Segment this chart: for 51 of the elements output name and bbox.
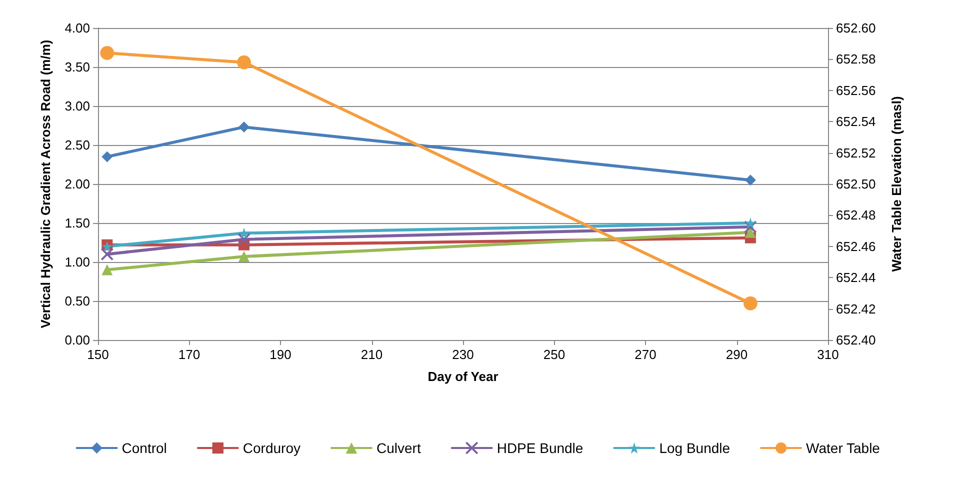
y2-tick-label: 652.58	[836, 52, 876, 67]
point	[744, 226, 756, 238]
x-tick-label: 310	[817, 347, 839, 362]
x-tick-label: 230	[452, 347, 474, 362]
legend-label: Control	[122, 440, 167, 456]
x-tick-label: 170	[178, 347, 200, 362]
y2-tick-label: 652.60	[836, 20, 876, 36]
y2-tick-label: 652.40	[836, 332, 876, 348]
point	[102, 264, 113, 276]
legend-label: Water Table	[806, 440, 880, 456]
y2-tick-label: 652.50	[836, 176, 876, 192]
point	[743, 296, 758, 310]
y-tick-label: 3.00	[64, 98, 90, 114]
y-tick-label: 0.00	[64, 332, 90, 348]
y2-axis-title: Water Table Elevation (masl)	[889, 96, 904, 272]
y-tick-label: 2.50	[64, 138, 90, 152]
y2-tick-label: 652.44	[836, 270, 876, 286]
point	[238, 251, 250, 262]
point	[238, 122, 250, 133]
x-tick-label: 190	[270, 347, 292, 362]
legend-label: Culvert	[376, 440, 421, 456]
point	[100, 248, 114, 261]
y-tick-label: 4.00	[64, 20, 90, 36]
point	[744, 220, 757, 234]
y-tick-label: 3.50	[64, 60, 90, 74]
x-tick-label: 150	[87, 347, 109, 362]
y-axis-title: Vertical Hydraulic Gradient Across Road (m/m)	[38, 40, 53, 328]
y2-tick-label: 652.52	[836, 145, 876, 160]
point	[102, 151, 113, 162]
y2-tick-label: 652.42	[836, 301, 876, 316]
x-tick-label: 290	[726, 347, 748, 362]
legend-label: Corduroy	[242, 440, 300, 456]
point	[744, 174, 756, 186]
point	[238, 232, 250, 246]
legend-label: Log Bundle	[659, 440, 730, 456]
x-tick-label: 250	[543, 347, 566, 362]
x-axis-title: Day of Year	[428, 369, 498, 384]
x-tick-label: 210	[360, 347, 383, 362]
y-tick-label: 0.50	[64, 294, 90, 308]
point	[237, 55, 251, 70]
y2-tick-label: 652.56	[836, 82, 876, 98]
point	[100, 46, 114, 60]
y-tick-label: 1.00	[64, 254, 90, 270]
y-tick-label: 1.50	[64, 216, 90, 230]
y-tick-label: 2.00	[64, 176, 90, 192]
y2-tick-label: 652.54	[836, 114, 876, 130]
legend-label: HDPE Bundle	[496, 440, 584, 456]
y2-tick-label: 652.46	[836, 238, 876, 254]
x-tick-label: 270	[634, 347, 656, 362]
point	[744, 218, 756, 228]
y2-tick-label: 652.48	[836, 208, 876, 223]
